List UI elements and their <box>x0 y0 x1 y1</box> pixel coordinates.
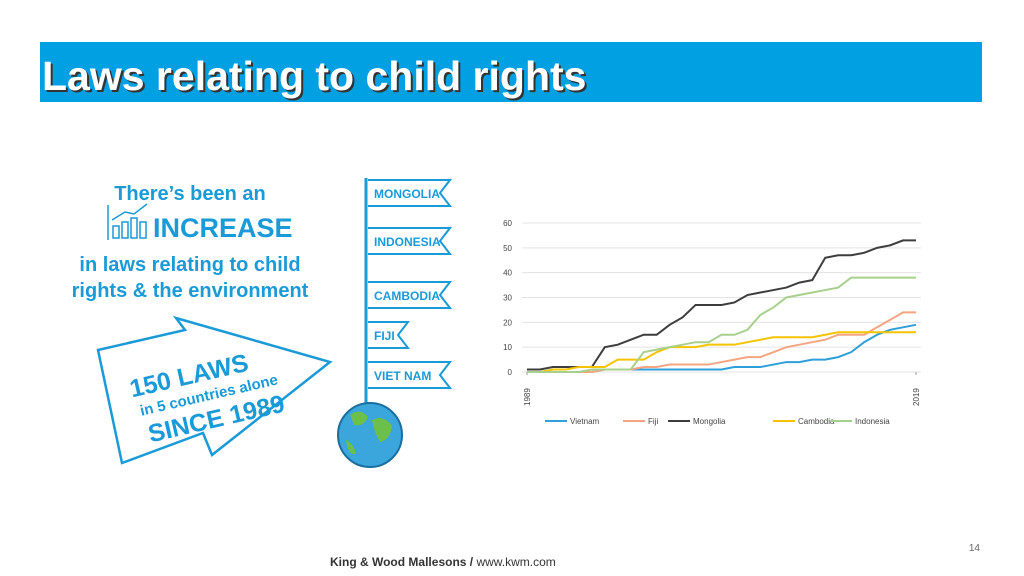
y-tick-label: 60 <box>503 219 512 228</box>
y-tick-label: 40 <box>503 269 512 278</box>
globe <box>337 402 403 468</box>
info-increase: INCREASE <box>153 213 293 243</box>
footer: King & Wood Mallesons / www.kwm.com <box>330 555 556 569</box>
x-tick-label: 1989 <box>523 388 532 406</box>
line <box>527 331 916 373</box>
title-bar <box>40 42 982 102</box>
title: Laws relating to child rights <box>42 53 586 99</box>
line <box>527 276 916 373</box>
y-tick-label: 30 <box>503 294 512 303</box>
arrow <box>96 315 333 465</box>
line <box>527 311 916 373</box>
x-tick-label: 2019 <box>912 388 921 406</box>
legend-label: Mongolia <box>693 417 726 426</box>
info-line: rights & the environment <box>72 280 309 302</box>
flag-label: MONGOLIA <box>374 187 440 201</box>
flag-label: CAMBODIA <box>374 289 440 303</box>
y-tick-label: 10 <box>503 343 512 352</box>
increase-icon <box>107 203 148 240</box>
flag-label: FIJI <box>374 329 395 343</box>
flag <box>368 321 411 349</box>
info-line: in laws relating to child <box>79 254 300 276</box>
globe-land <box>346 411 392 455</box>
y-tick-label: 0 <box>508 368 513 377</box>
flag <box>368 361 453 389</box>
footer-url: www.kwm.com <box>473 555 556 569</box>
flag-label: VIET NAM <box>374 369 431 383</box>
flag <box>368 179 453 207</box>
info-line: There’s been an <box>114 183 266 205</box>
page-number: 14 <box>969 543 981 554</box>
flag <box>368 281 453 309</box>
flag <box>368 227 453 255</box>
legend-label: Cambodia <box>798 417 835 426</box>
y-tick-label: 20 <box>503 318 512 327</box>
legend-label: Indonesia <box>855 417 890 426</box>
line <box>527 239 916 371</box>
legend-label: Fiji <box>648 417 658 426</box>
flag-label: INDONESIA <box>374 235 441 249</box>
footer-company: King & Wood Mallesons / <box>330 555 474 569</box>
title-shadow: Laws relating to child rights <box>44 55 588 101</box>
legend-label: Vietnam <box>570 417 600 426</box>
y-tick-label: 50 <box>503 244 512 253</box>
